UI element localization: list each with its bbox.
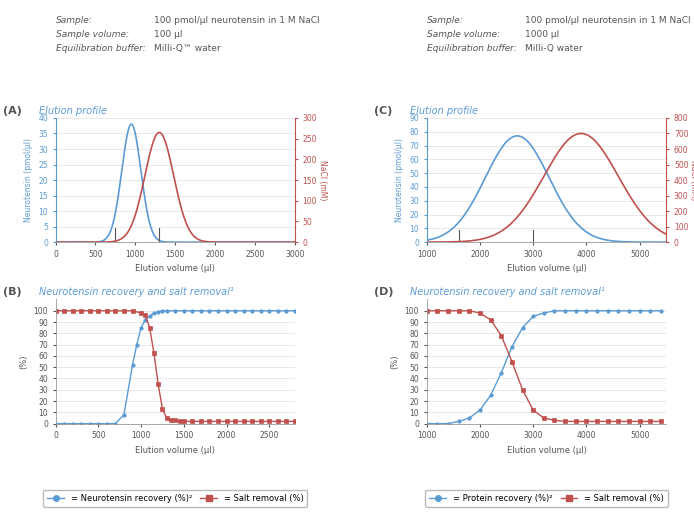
Text: Neurotensin recovery and salt removal¹: Neurotensin recovery and salt removal¹ (39, 287, 233, 297)
Text: Sample volume:: Sample volume: (56, 30, 128, 39)
Y-axis label: Neurotensin (pmol/µl): Neurotensin (pmol/µl) (395, 138, 404, 222)
Y-axis label: NaCl (mM): NaCl (mM) (318, 160, 327, 200)
Text: Sample:: Sample: (427, 16, 464, 25)
X-axis label: Elution volume (µl): Elution volume (µl) (135, 265, 215, 274)
Text: 100 pmol/µl neurotensin in 1 M NaCl: 100 pmol/µl neurotensin in 1 M NaCl (525, 16, 691, 25)
Text: Sample:: Sample: (56, 16, 92, 25)
Legend: = Protein recovery (%)², = Salt removal (%): = Protein recovery (%)², = Salt removal … (425, 490, 668, 507)
Text: Elution profile: Elution profile (410, 106, 478, 116)
Text: Elution profile: Elution profile (39, 106, 107, 116)
X-axis label: Elution volume (µl): Elution volume (µl) (507, 265, 586, 274)
Y-axis label: (%): (%) (390, 355, 399, 369)
Text: Milli-Q water: Milli-Q water (525, 45, 582, 54)
Text: (B): (B) (3, 287, 22, 297)
Text: Sample volume:: Sample volume: (427, 30, 500, 39)
Text: (C): (C) (374, 106, 392, 116)
Text: 1000 µl: 1000 µl (525, 30, 559, 39)
Text: Equilibration buffer:: Equilibration buffer: (427, 45, 516, 54)
Text: (A): (A) (3, 106, 22, 116)
X-axis label: Elution volume (µl): Elution volume (µl) (507, 446, 586, 455)
Text: 100 µl: 100 µl (153, 30, 183, 39)
Y-axis label: (%): (%) (19, 355, 28, 369)
Text: 100 pmol/µl neurotensin in 1 M NaCl: 100 pmol/µl neurotensin in 1 M NaCl (153, 16, 319, 25)
Text: (D): (D) (374, 287, 393, 297)
Legend: = Neurotensin recovery (%)², = Salt removal (%): = Neurotensin recovery (%)², = Salt remo… (43, 490, 307, 507)
Y-axis label: Neurotensin (pmol/µl): Neurotensin (pmol/µl) (24, 138, 33, 222)
Text: Equilibration buffer:: Equilibration buffer: (56, 45, 146, 54)
Text: Neurotensin recovery and salt removal¹: Neurotensin recovery and salt removal¹ (410, 287, 604, 297)
Y-axis label: NaCl (mM): NaCl (mM) (689, 160, 694, 200)
X-axis label: Elution volume (µl): Elution volume (µl) (135, 446, 215, 455)
Text: Milli-Q™ water: Milli-Q™ water (153, 45, 220, 54)
